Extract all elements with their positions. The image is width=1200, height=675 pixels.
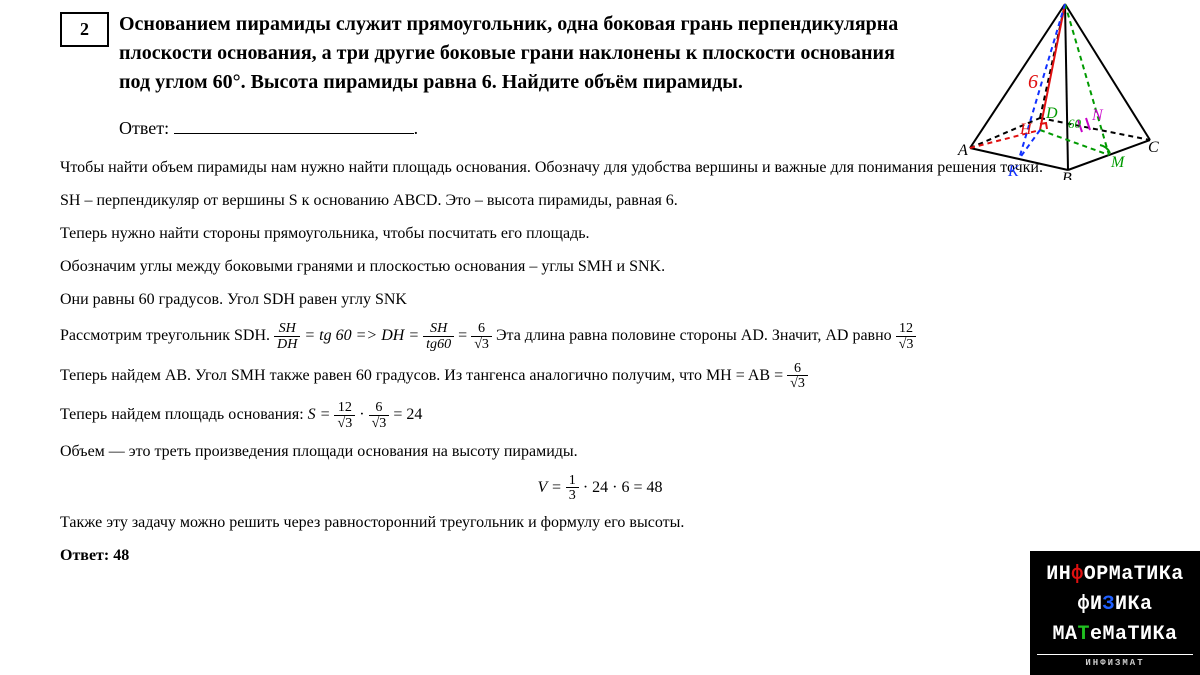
sol-p6: Рассмотрим треугольник SDH. SHDH = tg 60… (60, 321, 1140, 352)
lbl-K: K (1007, 163, 1020, 180)
frac-sh-tg60: SHtg60 (423, 321, 454, 352)
logo-l1a: ИН (1046, 563, 1071, 586)
logo-line2: фИЗИКа (1037, 590, 1193, 620)
sol-p2: SH – перпендикуляр от вершины S к основа… (60, 189, 1140, 213)
eq-rest: · 24 · 6 = 48 (583, 479, 663, 496)
sol-p6b: Эта длина равна половине стороны AD. Зна… (496, 327, 896, 344)
lbl-H: H (1019, 121, 1033, 138)
frac-6-root3: 6√3 (471, 321, 492, 352)
frac-n8: 1 (566, 473, 579, 488)
frac-d2: tg60 (423, 336, 454, 352)
dot: · (359, 406, 364, 423)
sol-p8: Теперь найдем площадь основания: S = 12√… (60, 400, 1140, 431)
logo-l1c: ОРМаТИКа (1084, 563, 1184, 586)
eq-S: S = (308, 406, 331, 423)
sol-p9: Объем — это треть произведения площади о… (60, 440, 1140, 464)
logo-l2b: З (1102, 593, 1115, 616)
frac-d7: √3 (369, 415, 390, 431)
sol-p8b: = 24 (393, 406, 422, 423)
lbl-B: B (1062, 170, 1072, 180)
frac-d: DH (274, 336, 300, 352)
frac-d8: 3 (566, 487, 579, 503)
frac-1-3: 13 (566, 473, 579, 504)
frac-6-root3-c: 6√3 (369, 400, 390, 431)
frac-sh-dh: SHDH (274, 321, 300, 352)
lbl-C: C (1148, 139, 1159, 156)
solution: Чтобы найти объем пирамиды нам нужно най… (60, 156, 1140, 568)
frac-6-root3-b: 6√3 (787, 361, 808, 392)
frac-12-root3: 12√3 (896, 321, 917, 352)
logo-l2c: ИКа (1115, 593, 1153, 616)
frac-n5: 6 (787, 361, 808, 376)
answer-dot: . (414, 118, 419, 138)
sol-p3: Теперь нужно найти стороны прямоугольник… (60, 222, 1140, 246)
lbl-N: N (1091, 107, 1104, 124)
frac-n4: 12 (896, 321, 917, 336)
logo-bar: ИНФИЗМАТ (1037, 654, 1193, 671)
lbl-sixty: 60 (1068, 116, 1082, 131)
sol-p8a: Теперь найдем площадь основания: (60, 406, 308, 423)
sol-p4: Обозначим углы между боковыми гранями и … (60, 255, 1140, 279)
lbl-D: D (1045, 105, 1058, 122)
frac-12-root3-b: 12√3 (334, 400, 355, 431)
sol-p7: Теперь найдем AB. Угол SMH также равен 6… (60, 361, 1140, 392)
logo-l2a: фИ (1077, 593, 1102, 616)
answer-line (174, 133, 414, 134)
volume-equation: V = 13 · 24 · 6 = 48 (60, 473, 1140, 504)
frac-n: SH (274, 321, 300, 336)
problem-number: 2 (60, 12, 109, 47)
lbl-six: 6 (1028, 71, 1038, 93)
frac-n7: 6 (369, 400, 390, 415)
logo-l1b: ф (1071, 563, 1084, 586)
answer-label: Ответ: (119, 118, 169, 138)
eq-tg60: = tg 60 => DH = (304, 327, 419, 344)
frac-n6: 12 (334, 400, 355, 415)
frac-n2: SH (423, 321, 454, 336)
sol-p6a: Рассмотрим треугольник SDH. (60, 327, 274, 344)
logo-l3b: Т (1077, 623, 1090, 646)
frac-d6: √3 (334, 415, 355, 431)
logo: ИНфОРМаТИКа фИЗИКа МАТеМаТИКа ИНФИЗМАТ (1030, 551, 1200, 675)
frac-d4: √3 (896, 336, 917, 352)
sol-p7a: Теперь найдем AB. Угол SMH также равен 6… (60, 367, 787, 384)
pyramid-diagram: A B C D H K M N 6 60 (950, 0, 1160, 180)
lbl-A: A (957, 142, 968, 159)
logo-line3: МАТеМаТИКа (1037, 620, 1193, 650)
logo-l3c: еМаТИКа (1090, 623, 1178, 646)
frac-n3: 6 (471, 321, 492, 336)
logo-line1: ИНфОРМаТИКа (1037, 560, 1193, 590)
frac-d5: √3 (787, 375, 808, 391)
frac-d3: √3 (471, 336, 492, 352)
logo-l3a: МА (1052, 623, 1077, 646)
sol-p10: Также эту задачу можно решить через равн… (60, 511, 1140, 535)
eq-V: V = (537, 479, 561, 496)
lbl-M: M (1110, 154, 1126, 171)
final-answer: Ответ: 48 (60, 544, 1140, 568)
sol-p5: Они равны 60 градусов. Угол SDH равен уг… (60, 288, 1140, 312)
